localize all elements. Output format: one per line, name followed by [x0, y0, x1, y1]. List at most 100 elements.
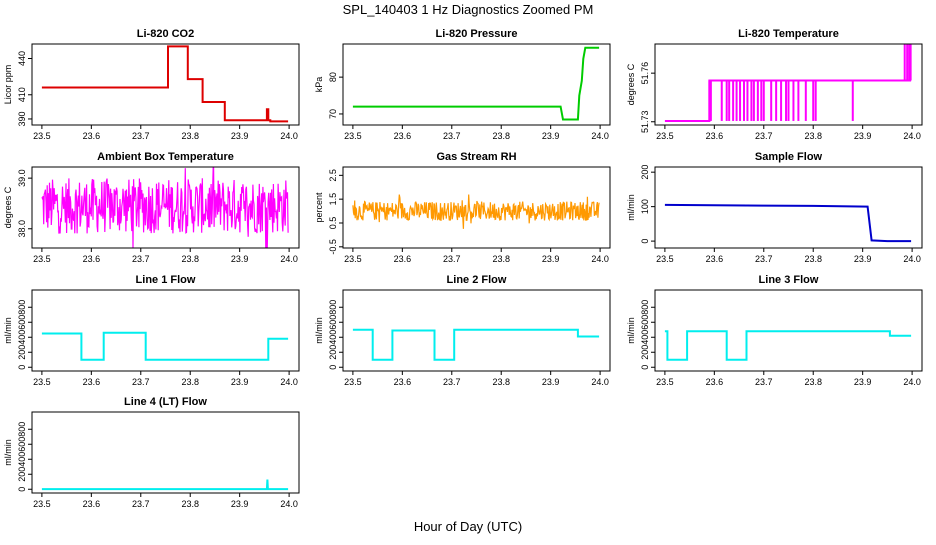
panel-8-ytick-label: 200	[328, 345, 338, 360]
panel-4-line	[41, 167, 289, 248]
panel-2-frame	[342, 43, 611, 126]
panel-6: Sample Flow 23.5 23.6 23.7 23.8 23.9 24.0 0 100 2…	[626, 151, 923, 264]
panel-8-ytick-label: 600	[328, 315, 338, 330]
panel-8-frame	[342, 289, 611, 372]
panel-1-line	[41, 45, 289, 123]
panel-5-ylabel: percent	[314, 192, 324, 223]
panel-9-ytick-label: 200	[640, 345, 650, 360]
panel-3-title: Li-820 Temperature	[738, 28, 839, 40]
panel-6-xtick-label: 23.7	[755, 254, 773, 264]
panel-1-series	[41, 45, 289, 123]
panel-6-ytick-label: 100	[640, 199, 650, 214]
panel-10-xtick-label: 23.8	[181, 499, 199, 509]
panel-4-xtick-label: 24.0	[280, 254, 298, 264]
panel-3-xtick-label: 23.8	[804, 131, 822, 141]
panel-7-series	[41, 331, 289, 361]
panel-10-xtick-label: 23.6	[83, 499, 101, 509]
panel-6-frame	[654, 166, 923, 249]
panel-9: Line 3 Flow 23.5 23.6 23.7 23.8 23.9 24.0 0 2004…	[626, 274, 923, 387]
panel-4-title: Ambient Box Temperature	[97, 151, 234, 163]
panel-1-ylabel: Licor ppm	[3, 65, 13, 105]
panel-1: Li-820 CO2 23.5 23.6 23.7 23.8 23.9 24.0 390 410…	[3, 28, 300, 141]
panel-9-frame	[654, 289, 923, 372]
panel-9-ytick-label: 600	[640, 315, 650, 330]
panel-10-frame	[31, 411, 300, 494]
panel-7-title: Line 1 Flow	[136, 274, 196, 286]
panel-9-xtick-label: 23.9	[854, 377, 872, 387]
panel-7-xtick-label: 23.5	[33, 377, 51, 387]
panel-4-frame	[31, 166, 300, 249]
panel-6-ytick-label: 200	[640, 165, 650, 180]
panel-9-series	[664, 330, 912, 361]
panel-9-xtick-label: 24.0	[903, 377, 921, 387]
panel-7-xtick-label: 23.8	[181, 377, 199, 387]
panel-7-frame	[31, 289, 300, 372]
panel-10-series	[41, 479, 289, 491]
panel-10-xtick-label: 23.5	[33, 499, 51, 509]
panel-9-xtick-label: 23.5	[656, 377, 674, 387]
panel-9-title: Line 3 Flow	[759, 274, 819, 286]
panel-5-ytick-label: 1.5	[328, 193, 338, 206]
panel-4-ytick-label: 38.0	[17, 220, 27, 238]
panel-7-ytick-label: 0	[17, 365, 27, 370]
panel-2-line	[352, 46, 600, 121]
panel-2-xtick-label: 23.6	[394, 131, 412, 141]
panel-9-ytick-label: 400	[640, 330, 650, 345]
panel-2-ytick-label: 80	[328, 72, 338, 82]
panel-4: Ambient Box Temperature 23.5 23.6 23.7 23.8 2…	[3, 151, 300, 264]
panel-9-line	[664, 330, 912, 361]
panel-9-ytick-label: 0	[640, 365, 650, 370]
panel-8-xtick-label: 23.9	[542, 377, 560, 387]
panel-8: Line 2 Flow 23.5 23.6 23.7 23.8 23.9 24.0 0 2004…	[314, 274, 611, 387]
panel-7-ylabel: ml/min	[3, 317, 13, 344]
panel-7-ytick-label: 800	[17, 300, 27, 315]
panel-6-ytick-label: 0	[640, 239, 650, 244]
panel-8-xtick-label: 23.6	[394, 377, 412, 387]
panel-8-line	[352, 328, 600, 361]
panel-8-ylabel: ml/min	[314, 317, 324, 344]
panel-1-xtick-label: 23.9	[231, 131, 249, 141]
panel-10-xtick-label: 24.0	[280, 499, 298, 509]
panel-7-line	[41, 331, 289, 361]
panel-9-ytick-label: 800	[640, 300, 650, 315]
panel-10-ytick-label: 0	[17, 487, 27, 492]
panel-5-ytick-label: 2.5	[328, 169, 338, 182]
panel-6-xtick-label: 23.6	[706, 254, 724, 264]
panel-4-xtick-label: 23.9	[231, 254, 249, 264]
panel-7: Line 1 Flow 23.5 23.6 23.7 23.8 23.9 24.0 0 2004…	[3, 274, 300, 387]
panel-10-xtick-label: 23.7	[132, 499, 150, 509]
panel-2-ylabel: kPa	[314, 77, 324, 93]
panel-3-ytick-label: 51.76	[640, 62, 650, 85]
panel-10-ytick-label: 200	[17, 467, 27, 482]
panel-5-title: Gas Stream RH	[436, 151, 516, 163]
panel-5-xtick-label: 23.9	[542, 254, 560, 264]
panel-2-series	[352, 46, 600, 121]
panel-10-title: Line 4 (LT) Flow	[124, 396, 207, 408]
panel-10: Line 4 (LT) Flow 23.5 23.6 23.7 23.8 23.9 24.0…	[3, 396, 300, 509]
panel-10-ytick-label: 800	[17, 422, 27, 437]
panel-2-xtick-label: 23.9	[542, 131, 560, 141]
panel-10-ylabel: ml/min	[3, 439, 13, 466]
panel-5-xtick-label: 24.0	[591, 254, 609, 264]
panel-6-line	[664, 203, 912, 243]
panel-3-ytick-label: 51.73	[640, 110, 650, 133]
panel-7-ytick-label: 400	[17, 330, 27, 345]
panel-8-xtick-label: 23.7	[443, 377, 461, 387]
panel-9-xtick-label: 23.6	[706, 377, 724, 387]
panel-5-xtick-label: 23.5	[344, 254, 362, 264]
panel-5: Gas Stream RH 23.5 23.6 23.7 23.8 23.9 24.0 -0.…	[314, 151, 611, 264]
panel-3-xtick-label: 24.0	[903, 131, 921, 141]
panel-6-xtick-label: 23.5	[656, 254, 674, 264]
panel-3: Li-820 Temperature 23.5 23.6 23.7 23.8 23.9 24…	[626, 28, 923, 141]
figure-title: SPL_140403 1 Hz Diagnostics Zoomed PM	[343, 2, 594, 17]
panel-10-ytick-label: 600	[17, 437, 27, 452]
panel-2-ytick-label: 70	[328, 109, 338, 119]
panel-5-xtick-label: 23.8	[492, 254, 510, 264]
panel-6-ylabel: ml/min	[626, 194, 636, 221]
panel-2-xtick-label: 23.5	[344, 131, 362, 141]
panel-2-xtick-label: 23.7	[443, 131, 461, 141]
panel-4-ytick-label: 39.0	[17, 169, 27, 187]
panel-7-ytick-label: 200	[17, 345, 27, 360]
panel-3-xtick-label: 23.5	[656, 131, 674, 141]
